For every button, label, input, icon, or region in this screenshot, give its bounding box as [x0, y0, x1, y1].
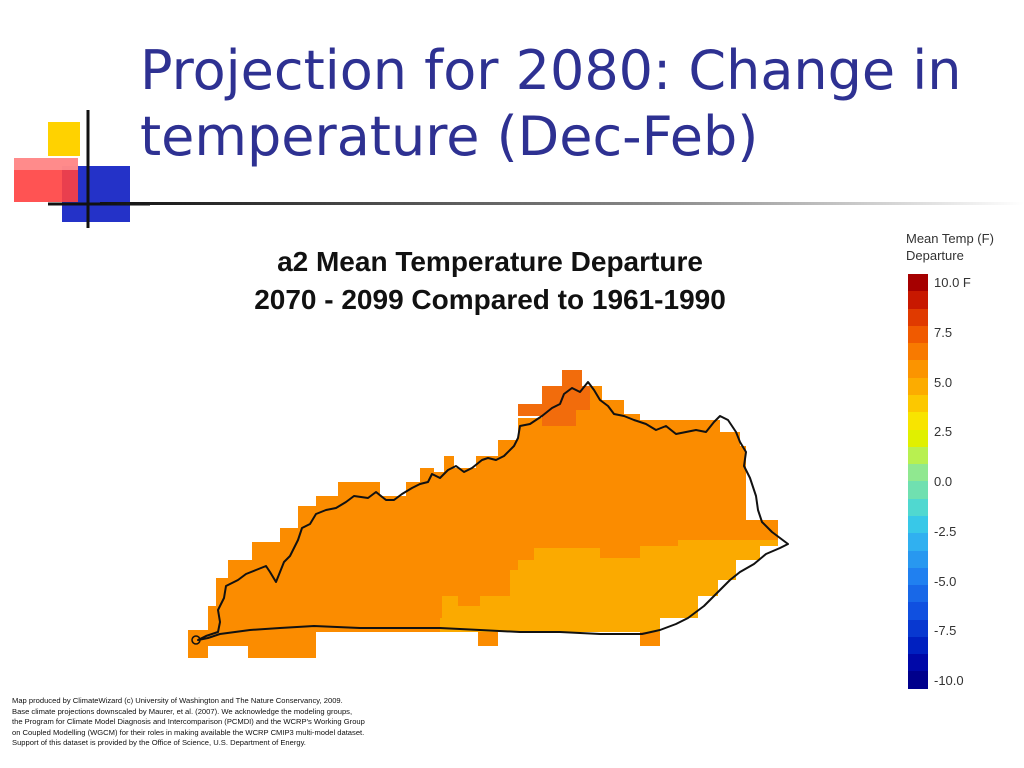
- legend-swatch: [908, 533, 928, 551]
- legend-swatch: [908, 671, 928, 689]
- legend-swatch: [908, 360, 928, 378]
- legend-swatch: [908, 291, 928, 309]
- legend-title: Mean Temp (F) Departure: [906, 230, 994, 264]
- legend-swatch: [908, 325, 928, 344]
- legend-swatch: [908, 567, 928, 586]
- legend-swatch: [908, 550, 928, 568]
- legend-tick-label: 0.0: [934, 474, 953, 489]
- credits-line2: Base climate projections downscaled by M…: [12, 706, 353, 716]
- credits-line3: the Program for Climate Model Diagnosis …: [12, 717, 365, 726]
- legend-swatch: [908, 412, 928, 430]
- legend-tick-label: -7.5: [934, 623, 957, 639]
- legend-tick-label: 10.0 F: [934, 275, 971, 290]
- map-region-northeast-tip: [518, 370, 590, 426]
- legend-swatch: [908, 654, 928, 672]
- legend-swatch: [908, 394, 928, 413]
- slide-title-line1: Projection for 2080: Change in: [140, 39, 962, 102]
- legend-swatch: [908, 498, 928, 516]
- slide-title: Projection for 2080: Change in temperatu…: [140, 38, 1010, 170]
- legend-tick-label: -5.0: [934, 573, 957, 589]
- temperature-legend: Mean Temp (F) Departure 10.0 F 7.5 5.0 2.5 0…: [900, 230, 1024, 740]
- legend-swatch: [908, 377, 928, 395]
- legend-tick-label: 7.5: [934, 324, 953, 340]
- legend-title-line2: Departure: [906, 248, 964, 263]
- map-title: a2 Mean Temperature Departure 2070 - 209…: [200, 243, 780, 319]
- kentucky-temperature-map: [188, 370, 789, 658]
- legend-swatch: [908, 602, 928, 620]
- legend-tick-label: -10.0: [934, 673, 964, 688]
- legend-swatch: [908, 585, 928, 603]
- legend-swatch: [908, 636, 928, 655]
- credits-line5: Support of this dataset is provided by t…: [12, 738, 306, 747]
- legend-swatch: [908, 446, 928, 465]
- kentucky-state-outline: [197, 381, 789, 641]
- slide-title-line2: temperature (Dec-Feb): [140, 105, 759, 168]
- legend-swatch: [908, 515, 928, 534]
- title-divider: [100, 202, 1024, 205]
- legend-title-line1: Mean Temp (F): [906, 231, 994, 246]
- map-region-southeast: [440, 540, 778, 632]
- map-title-line1: a2 Mean Temperature Departure: [277, 246, 703, 277]
- legend-tick-label: 2.5: [934, 424, 953, 440]
- decorative-squares-logo: [14, 110, 150, 228]
- legend-swatch: [908, 464, 928, 482]
- legend-tick-label: -2.5: [934, 523, 957, 539]
- credits-line1: Map produced by ClimateWizard (c) Univer…: [12, 696, 343, 705]
- legend-color-bar: [908, 274, 928, 689]
- legend-swatch: [908, 429, 928, 447]
- legend-swatch: [908, 481, 928, 499]
- legend-swatch: [908, 274, 928, 292]
- legend-tick-label: 5.0: [934, 374, 953, 390]
- legend-swatch: [908, 343, 928, 361]
- map-title-line2: 2070 - 2099 Compared to 1961-1990: [254, 284, 726, 315]
- credits-line4: on Coupled Modelling (WGCM) for their ro…: [12, 727, 365, 737]
- legend-swatch: [908, 308, 928, 326]
- legend-swatch: [908, 619, 928, 637]
- map-credits: Map produced by ClimateWizard (c) Univer…: [12, 696, 452, 749]
